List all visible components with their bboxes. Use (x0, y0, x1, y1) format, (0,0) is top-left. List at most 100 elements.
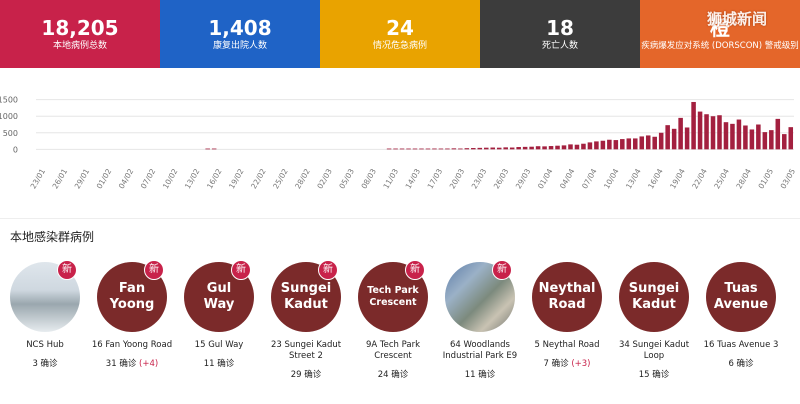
bar (691, 101, 696, 150)
stat-critical: 24 情况危急病例 (320, 0, 480, 68)
bar (419, 148, 424, 150)
bar (626, 138, 632, 150)
bar (782, 134, 787, 150)
x-tick-label: 01/05 (756, 167, 775, 190)
bar (386, 148, 392, 150)
bar (445, 148, 450, 150)
stat-label: 情况危急病例 (372, 41, 427, 51)
bar (205, 148, 210, 150)
new-badge: 新 (57, 260, 77, 280)
x-tick-label: 20/03 (448, 167, 467, 190)
cluster-circle: Sungei Kadut (619, 262, 689, 332)
stats-bar: 18,205 本地病例总数 1,408 康复出院人数 24 情况危急病例 18 … (0, 0, 800, 68)
y-tick-label: 1500 (0, 96, 18, 105)
stat-deaths: 18 死亡人数 (480, 0, 640, 68)
bar (503, 147, 508, 150)
cluster-count: 31 确诊 (+4) (105, 359, 159, 369)
bar (406, 148, 411, 150)
bar (529, 146, 534, 150)
cluster-card[interactable]: 新 64 Woodlands Industrial Park E9 11 确诊 (437, 260, 523, 380)
bar (581, 143, 586, 150)
new-badge: 新 (492, 260, 512, 280)
bar (555, 145, 560, 150)
bar (412, 148, 418, 150)
bar (496, 147, 502, 150)
x-tick-label: 17/03 (426, 167, 445, 190)
bar (762, 132, 768, 150)
cluster-card[interactable]: Gul Way 新 15 Gul Way 11 确诊 (176, 260, 262, 369)
cluster-name: 23 Sungei Kadut Street 2 (270, 340, 342, 361)
stat-label: 死亡人数 (541, 41, 578, 51)
x-tick-label: 01/02 (95, 167, 114, 190)
new-badge: 新 (144, 260, 164, 280)
new-badge: 新 (231, 260, 251, 280)
cluster-card[interactable]: Sungei Kadut 34 Sungei Kadut Loop 15 确诊 (611, 262, 697, 380)
bar (393, 148, 398, 150)
bar (645, 135, 651, 150)
new-badge: 新 (318, 260, 338, 280)
x-tick-label: 25/02 (271, 167, 290, 190)
x-tick-label: 26/01 (51, 167, 70, 190)
bar (749, 129, 755, 150)
stat-value: 18,205 (41, 16, 119, 40)
cluster-card[interactable]: Tuas Avenue 16 Tuas Avenue 3 6 确诊 (698, 262, 784, 369)
x-tick-label: 14/03 (404, 167, 423, 190)
bar (211, 148, 217, 150)
clusters-title: 本地感染群病例 (10, 230, 95, 244)
cluster-card[interactable]: 新 NCS Hub 3 确诊 (2, 260, 88, 369)
cluster-card[interactable]: Tech Park Crescent 新 9A Tech Park Crescent 2… (350, 260, 436, 380)
bar (568, 144, 573, 150)
bar (769, 130, 774, 150)
bar (594, 141, 599, 150)
x-tick-label: 19/04 (668, 167, 687, 190)
x-tick-label: 22/02 (249, 167, 268, 190)
new-badge: 新 (405, 260, 425, 280)
x-tick-label: 05/03 (337, 167, 356, 190)
bar (723, 122, 729, 150)
stat-value: 橙 (710, 16, 730, 40)
bar (600, 140, 606, 150)
x-tick-label: 22/04 (690, 167, 709, 190)
bar (658, 132, 664, 150)
cluster-circle: Neythal Road (532, 262, 602, 332)
x-tick-label: 28/02 (293, 167, 312, 190)
x-tick-label: 04/02 (117, 167, 136, 190)
cluster-name: 15 Gul Way (194, 340, 244, 350)
cluster-delta: (+4) (136, 359, 159, 369)
x-tick-label: 29/01 (73, 167, 92, 190)
cluster-name: 64 Woodlands Industrial Park E9 (442, 340, 518, 361)
stat-label: 康复出院人数 (212, 41, 267, 51)
y-tick-label: 0 (13, 145, 18, 154)
bar (639, 136, 645, 150)
x-tick-label: 13/02 (183, 167, 202, 190)
bar (425, 148, 431, 150)
x-tick-label: 19/02 (227, 167, 246, 190)
cluster-count: 7 确诊 (+3) (543, 359, 591, 369)
bar (684, 127, 690, 150)
bar (574, 144, 580, 150)
cluster-card[interactable]: Fan Yoong 新 16 Fan Yoong Road 31 确诊 (+4) (89, 260, 175, 369)
bar (620, 139, 625, 150)
cluster-card[interactable]: Neythal Road 5 Neythal Road 7 确诊 (+3) (524, 262, 610, 369)
bar (464, 148, 470, 150)
x-tick-label: 23/01 (29, 167, 48, 190)
stat-total-cases: 18,205 本地病例总数 (0, 0, 160, 68)
stat-label: 本地病例总数 (52, 41, 107, 51)
y-tick-label: 500 (3, 129, 18, 138)
cluster-name: 34 Sungei Kadut Loop (618, 340, 690, 361)
stat-value: 24 (386, 16, 414, 40)
stat-value: 1,408 (208, 16, 272, 40)
stat-label: 疾病爆发应对系统 (DORSCON) 警戒级别 (641, 41, 799, 51)
x-tick-label: 16/04 (646, 167, 665, 190)
bar (438, 148, 444, 150)
bar (717, 115, 722, 150)
cluster-card[interactable]: Sungei Kadut 新 23 Sungei Kadut Street 2 29 确… (263, 260, 349, 380)
cluster-count: 11 确诊 (203, 359, 235, 369)
bar (561, 145, 567, 150)
bar (522, 146, 528, 150)
bar (399, 148, 405, 150)
cluster-count: 6 确诊 (728, 359, 754, 369)
watermark: 狮城新闻 (707, 10, 768, 28)
x-tick-label: 01/04 (536, 167, 555, 190)
